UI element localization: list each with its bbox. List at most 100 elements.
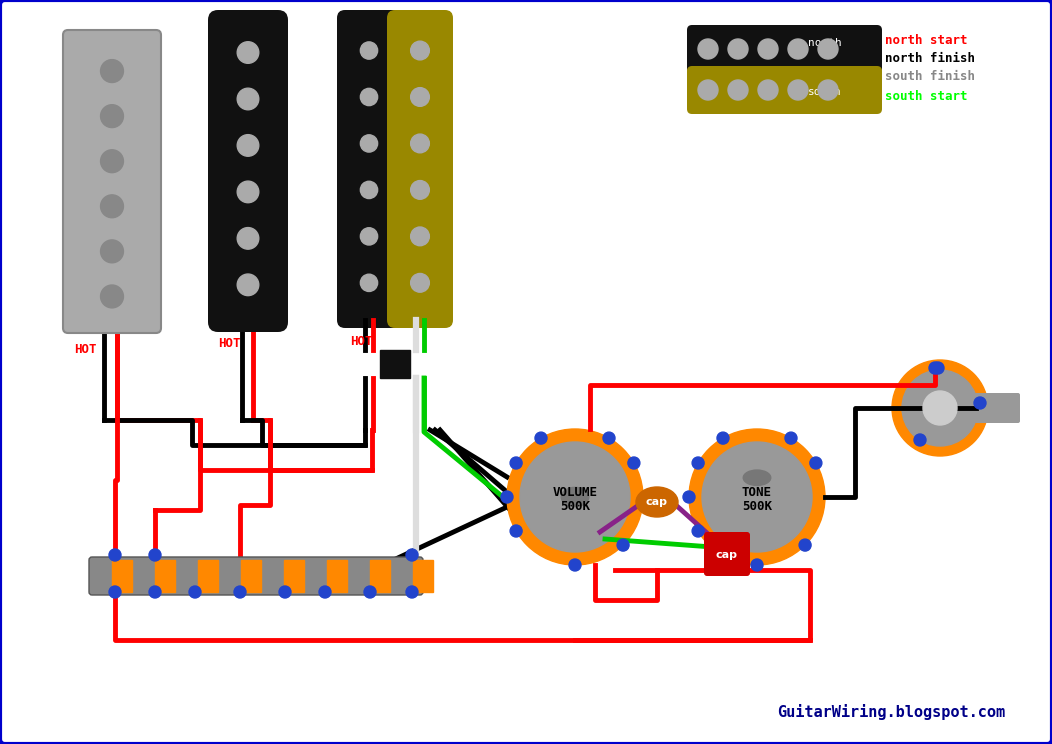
Circle shape bbox=[361, 228, 378, 245]
FancyBboxPatch shape bbox=[974, 393, 1020, 423]
Circle shape bbox=[237, 42, 259, 63]
FancyBboxPatch shape bbox=[63, 30, 161, 333]
Bar bbox=[380, 350, 410, 378]
Text: cap: cap bbox=[646, 497, 668, 507]
Text: north finish: north finish bbox=[885, 51, 975, 65]
Bar bbox=[241, 560, 261, 592]
Circle shape bbox=[361, 182, 378, 199]
Circle shape bbox=[810, 457, 822, 469]
Circle shape bbox=[406, 586, 418, 598]
Text: south: south bbox=[808, 87, 842, 97]
Circle shape bbox=[914, 434, 926, 446]
Circle shape bbox=[800, 539, 811, 551]
Circle shape bbox=[101, 285, 123, 308]
Circle shape bbox=[410, 274, 429, 292]
Circle shape bbox=[149, 586, 161, 598]
Text: south start: south start bbox=[885, 89, 968, 103]
Circle shape bbox=[785, 432, 797, 444]
Circle shape bbox=[510, 457, 522, 469]
Circle shape bbox=[923, 391, 957, 425]
FancyBboxPatch shape bbox=[687, 66, 882, 114]
Circle shape bbox=[683, 491, 695, 503]
Circle shape bbox=[406, 549, 418, 561]
Circle shape bbox=[689, 429, 825, 565]
Bar bbox=[112, 560, 132, 592]
Text: GuitarWiring.blogspot.com: GuitarWiring.blogspot.com bbox=[776, 704, 1005, 720]
Circle shape bbox=[410, 41, 429, 60]
Circle shape bbox=[692, 525, 704, 537]
Circle shape bbox=[618, 539, 629, 551]
Circle shape bbox=[697, 80, 719, 100]
Circle shape bbox=[410, 88, 429, 106]
Circle shape bbox=[510, 525, 522, 537]
Circle shape bbox=[902, 370, 978, 446]
Text: south finish: south finish bbox=[885, 69, 975, 83]
Bar bbox=[155, 560, 175, 592]
Circle shape bbox=[507, 429, 643, 565]
Bar bbox=[370, 560, 390, 592]
Circle shape bbox=[189, 586, 201, 598]
Circle shape bbox=[237, 181, 259, 202]
Circle shape bbox=[410, 227, 429, 246]
Circle shape bbox=[788, 80, 808, 100]
Circle shape bbox=[758, 39, 778, 59]
Circle shape bbox=[361, 42, 378, 60]
Circle shape bbox=[818, 80, 838, 100]
Text: north: north bbox=[808, 38, 842, 48]
Circle shape bbox=[751, 559, 763, 571]
Circle shape bbox=[237, 89, 259, 110]
Circle shape bbox=[717, 432, 729, 444]
Circle shape bbox=[279, 586, 291, 598]
Circle shape bbox=[410, 134, 429, 153]
Ellipse shape bbox=[562, 487, 589, 507]
FancyBboxPatch shape bbox=[687, 25, 882, 73]
Circle shape bbox=[728, 80, 748, 100]
Bar bbox=[284, 560, 304, 592]
Circle shape bbox=[628, 457, 640, 469]
Circle shape bbox=[361, 89, 378, 106]
Circle shape bbox=[758, 80, 778, 100]
Text: HOT: HOT bbox=[74, 343, 97, 356]
Circle shape bbox=[109, 549, 121, 561]
Text: HOT: HOT bbox=[218, 337, 241, 350]
Circle shape bbox=[535, 432, 547, 444]
Circle shape bbox=[101, 60, 123, 83]
Circle shape bbox=[974, 397, 986, 409]
Circle shape bbox=[101, 195, 123, 218]
Circle shape bbox=[788, 39, 808, 59]
Circle shape bbox=[520, 442, 630, 552]
Circle shape bbox=[728, 39, 748, 59]
Circle shape bbox=[237, 135, 259, 156]
Bar bbox=[413, 560, 433, 592]
Circle shape bbox=[410, 181, 429, 199]
Circle shape bbox=[149, 549, 161, 561]
Ellipse shape bbox=[744, 470, 771, 485]
Circle shape bbox=[932, 362, 944, 374]
Bar bbox=[198, 560, 218, 592]
Text: 500K: 500K bbox=[560, 501, 590, 513]
Circle shape bbox=[702, 442, 812, 552]
Circle shape bbox=[603, 432, 615, 444]
FancyBboxPatch shape bbox=[89, 557, 423, 595]
Circle shape bbox=[101, 150, 123, 173]
Text: VOLUME: VOLUME bbox=[552, 486, 598, 498]
Text: 500K: 500K bbox=[742, 501, 772, 513]
FancyBboxPatch shape bbox=[704, 532, 750, 576]
Text: TONE: TONE bbox=[742, 486, 772, 498]
Circle shape bbox=[237, 228, 259, 249]
Circle shape bbox=[697, 39, 719, 59]
Circle shape bbox=[101, 240, 123, 263]
Bar bbox=[327, 560, 347, 592]
FancyBboxPatch shape bbox=[337, 10, 401, 328]
Circle shape bbox=[501, 491, 513, 503]
Circle shape bbox=[929, 362, 940, 374]
Circle shape bbox=[101, 105, 123, 127]
Text: cap: cap bbox=[716, 550, 739, 560]
Circle shape bbox=[892, 360, 988, 456]
Circle shape bbox=[319, 586, 331, 598]
Ellipse shape bbox=[636, 487, 677, 517]
Circle shape bbox=[237, 274, 259, 295]
Text: north start: north start bbox=[885, 33, 968, 46]
Text: HOT: HOT bbox=[350, 335, 372, 348]
FancyBboxPatch shape bbox=[208, 10, 288, 332]
